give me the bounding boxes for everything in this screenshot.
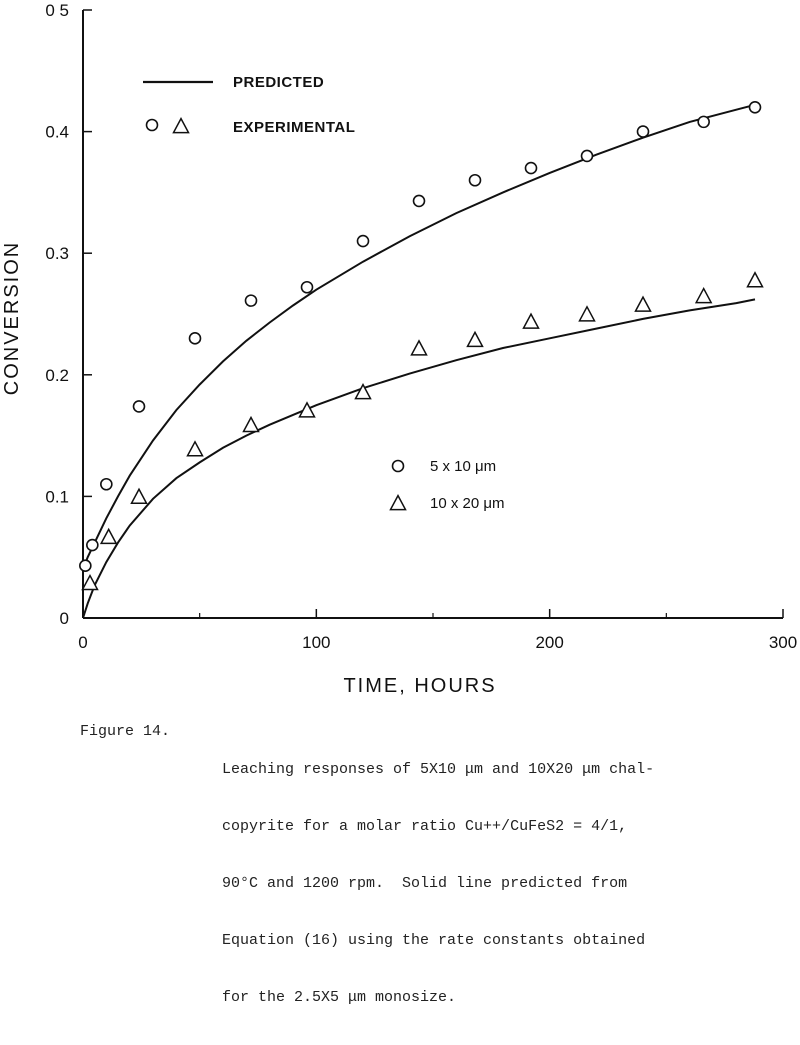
particle-size-legend: 5 x 10 μm 10 x 20 μm bbox=[389, 458, 505, 512]
y-tick-label: 0.1 bbox=[45, 487, 69, 506]
data-point-triangle bbox=[522, 312, 540, 329]
data-point-circle bbox=[79, 559, 92, 573]
data-point-triangle bbox=[99, 527, 118, 545]
conversion-chart: 0 100 200 300 0 0.1 0.2 0.3 0.4 0 5 PREDICTED EXPE… bbox=[1, 1, 797, 697]
x-tick-label: 300 bbox=[769, 633, 797, 652]
data-point-circle bbox=[697, 115, 710, 129]
data-point-circle bbox=[188, 332, 202, 345]
x-tick-label: 100 bbox=[302, 633, 330, 652]
data-point-triangle bbox=[466, 330, 484, 348]
data-point-triangle bbox=[242, 415, 260, 433]
x-tick-label: 200 bbox=[535, 633, 563, 652]
size-legend-label: 10 x 20 μm bbox=[430, 495, 505, 512]
data-point-triangle bbox=[130, 487, 148, 504]
caption-line: 90°C and 1200 rpm. Solid line predicted … bbox=[222, 875, 628, 892]
data-point-triangle bbox=[354, 383, 372, 400]
legend-label-experimental: EXPERIMENTAL bbox=[233, 119, 355, 136]
legend-circle-marker bbox=[145, 118, 159, 132]
y-tick-label: 0.4 bbox=[45, 123, 69, 142]
size-legend-label: 5 x 10 μm bbox=[430, 458, 496, 475]
data-point-circle bbox=[100, 477, 113, 491]
size-legend-circle bbox=[391, 459, 405, 473]
legend-label-predicted: PREDICTED bbox=[233, 74, 324, 91]
caption-line: copyrite for a molar ratio Cu++/CuFeS2 =… bbox=[222, 818, 628, 835]
data-point-triangle bbox=[694, 286, 713, 304]
x-tick-label: 0 bbox=[78, 633, 87, 652]
data-point-triangle bbox=[410, 339, 428, 356]
data-point-circle bbox=[132, 400, 146, 413]
figure-caption-text: Leaching responses of 5X10 μm and 10X20 … bbox=[222, 722, 654, 1045]
data-point-circle bbox=[244, 294, 258, 307]
data-point-triangle bbox=[81, 573, 99, 591]
data-point-circle bbox=[412, 194, 426, 208]
y-tick-label: 0.2 bbox=[45, 366, 69, 385]
data-point-triangle bbox=[578, 305, 596, 322]
predicted-curves bbox=[82, 103, 756, 619]
data-point-circle bbox=[86, 538, 99, 552]
y-tick-label: 0 5 bbox=[45, 1, 69, 20]
chart-ticks: 0 100 200 300 0 0.1 0.2 0.3 0.4 0 5 bbox=[45, 1, 797, 652]
experimental-points bbox=[79, 100, 764, 591]
caption-line: Leaching responses of 5X10 μm and 10X20 … bbox=[222, 761, 655, 778]
predicted-curve-triangles bbox=[82, 298, 756, 619]
figure-caption: Figure 14. Leaching responses of 5X10 μm… bbox=[62, 703, 792, 1045]
chart-axes bbox=[82, 10, 783, 619]
data-point-triangle bbox=[746, 271, 764, 288]
y-tick-label: 0 bbox=[60, 609, 69, 628]
data-point-circle bbox=[300, 280, 314, 294]
caption-line: Equation (16) using the rate constants o… bbox=[222, 932, 646, 949]
legend-triangle-marker bbox=[172, 117, 190, 134]
chart-legend: PREDICTED EXPERIMENTAL bbox=[143, 74, 355, 136]
data-point-circle bbox=[468, 173, 482, 187]
data-point-circle bbox=[356, 234, 370, 248]
figure-caption-label: Figure 14. bbox=[80, 723, 171, 740]
data-point-circle bbox=[748, 100, 762, 114]
data-point-triangle bbox=[298, 401, 316, 418]
data-point-circle bbox=[636, 125, 650, 138]
predicted-curve-circles bbox=[82, 103, 756, 570]
x-axis-label: TIME, HOURS bbox=[343, 675, 496, 697]
data-point-triangle bbox=[186, 440, 204, 457]
caption-line: for the 2.5X5 μm monosize. bbox=[222, 989, 457, 1006]
data-point-circle bbox=[524, 161, 538, 175]
data-point-circle bbox=[580, 149, 594, 163]
y-axis-label: CONVERSION bbox=[1, 241, 23, 395]
y-tick-label: 0.3 bbox=[45, 244, 69, 263]
data-point-triangle bbox=[634, 295, 652, 312]
size-legend-triangle bbox=[389, 494, 407, 511]
